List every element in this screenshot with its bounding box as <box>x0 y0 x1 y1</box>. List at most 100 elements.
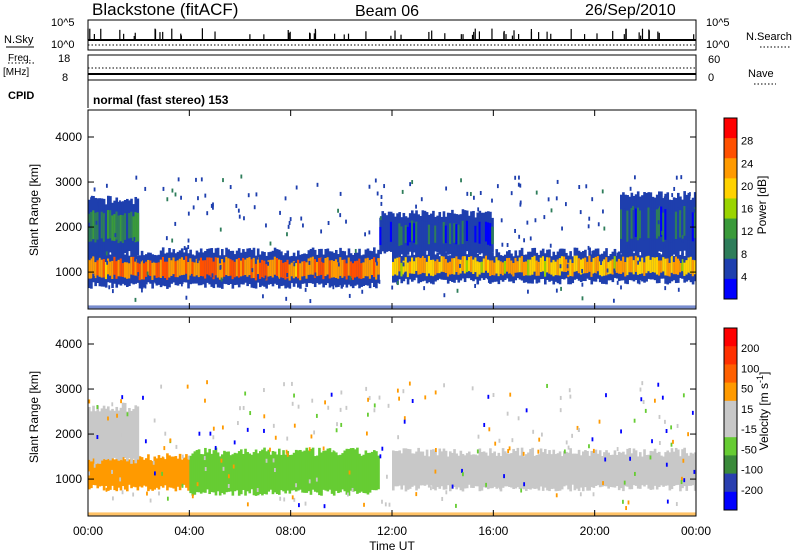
echo-point <box>88 399 91 404</box>
echo-point <box>206 380 208 385</box>
echo-point <box>111 402 114 407</box>
echo-band <box>88 247 380 289</box>
echo-point <box>559 395 562 400</box>
echo-point <box>308 479 311 484</box>
echo-point <box>309 299 312 304</box>
freq-tick-low: 8 <box>62 72 68 84</box>
echo-point <box>185 295 188 300</box>
echo-band <box>379 209 494 258</box>
echo-point <box>689 192 691 197</box>
echo-point <box>339 407 342 412</box>
colorbar-tick: 20 <box>741 181 753 193</box>
echo-point <box>581 268 584 273</box>
echo-point <box>569 394 572 399</box>
echo-point <box>438 216 441 221</box>
echo-point <box>523 482 526 487</box>
echo-point <box>88 222 90 227</box>
echo-point <box>462 472 464 477</box>
echo-point <box>219 227 222 232</box>
echo-point <box>165 236 168 241</box>
echo-point <box>286 272 289 277</box>
echo-point <box>154 279 157 284</box>
echo-point <box>645 470 648 475</box>
echo-point <box>253 205 256 210</box>
echo-point <box>315 413 318 418</box>
echo-point <box>691 410 694 415</box>
echo-point <box>481 217 484 222</box>
power-axis-ticks: 1000 2000 3000 4000 <box>55 130 696 279</box>
echo-point <box>183 246 186 251</box>
echo-point <box>468 245 471 250</box>
echo-point <box>524 278 527 283</box>
echo-point <box>601 457 604 462</box>
echo-point <box>127 470 129 475</box>
echo-point <box>510 456 513 461</box>
echo-point <box>459 255 462 260</box>
colorbar-swatch <box>724 346 737 365</box>
echo-point <box>653 398 656 403</box>
echo-point <box>681 238 684 243</box>
echo-point <box>633 175 636 180</box>
echo-point <box>443 383 445 388</box>
echo-point <box>187 211 190 216</box>
echo-point <box>506 243 509 248</box>
power-ylabel: Slant Range [km] <box>27 164 41 256</box>
echo-point <box>616 280 619 285</box>
echo-point <box>264 275 267 280</box>
echo-point <box>455 503 457 508</box>
echo-point <box>686 197 689 202</box>
echo-point <box>367 412 369 417</box>
echo-point <box>363 502 365 507</box>
echo-point <box>153 471 156 476</box>
echo-point <box>676 423 679 428</box>
echo-point <box>374 178 377 183</box>
echo-point <box>263 428 265 433</box>
echo-point <box>500 218 503 223</box>
echo-point <box>283 382 285 387</box>
echo-point <box>642 399 645 404</box>
cpid-text: normal (fast stereo) 153 <box>93 93 229 107</box>
x-tick-label: 16:00 <box>478 524 508 538</box>
echo-point <box>373 408 376 413</box>
echo-band <box>88 402 140 465</box>
y-tick-label: 2000 <box>55 220 82 234</box>
echo-point <box>520 460 523 465</box>
echo-point <box>633 418 636 423</box>
echo-point <box>95 220 98 225</box>
colorbar-tick: 50 <box>741 384 753 396</box>
echo-point <box>293 497 296 502</box>
echo-point <box>396 388 399 393</box>
echo-point <box>517 416 520 421</box>
echo-point <box>212 202 214 207</box>
echo-point <box>577 427 580 432</box>
echo-point <box>285 449 288 454</box>
echo-point <box>591 197 594 202</box>
echo-point <box>237 208 240 213</box>
echo-point <box>92 275 95 280</box>
echo-point <box>503 474 505 479</box>
echo-point <box>409 182 412 187</box>
echo-point <box>629 456 631 461</box>
echo-point <box>601 189 604 194</box>
echo-point <box>187 455 190 460</box>
echo-point <box>488 427 491 432</box>
echo-point <box>663 244 666 249</box>
velocity-echo-layer <box>88 380 697 516</box>
echo-point <box>232 464 235 469</box>
echo-point <box>518 175 520 180</box>
echo-point <box>380 194 383 199</box>
freq-label: Freq. <box>8 53 31 64</box>
echo-point <box>373 403 376 408</box>
echo-point <box>670 238 673 243</box>
echo-point <box>211 273 214 278</box>
nsearch-label: N.Search <box>746 31 792 43</box>
echo-point <box>492 392 495 397</box>
echo-point <box>121 395 124 400</box>
echo-point <box>549 243 552 248</box>
echo-point <box>440 239 443 244</box>
echo-point <box>265 223 267 228</box>
echo-point <box>297 404 300 409</box>
echo-point <box>322 446 325 451</box>
echo-point <box>112 496 114 501</box>
colorbar-tick: -15 <box>741 424 757 436</box>
